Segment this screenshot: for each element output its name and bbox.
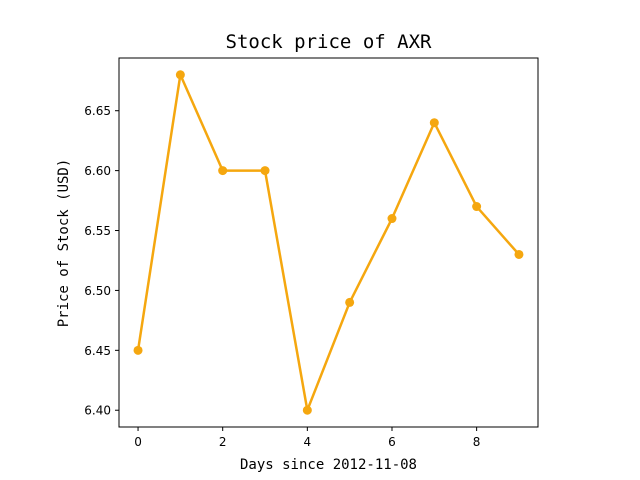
data-point — [133, 345, 143, 355]
data-point — [175, 70, 185, 80]
y-axis: 6.40 6.45 6.50 6.55 6.60 6.65 — [84, 104, 119, 418]
x-axis-label: Days since 2012-11-08 — [240, 457, 417, 473]
x-axis: 0 2 4 6 8 — [134, 427, 480, 449]
data-point — [429, 118, 439, 128]
y-tick-label: 6.60 — [84, 164, 111, 178]
data-point — [387, 214, 397, 224]
y-tick-label: 6.65 — [84, 104, 111, 118]
plot-area-frame — [118, 57, 539, 428]
chart-title: Stock price of AXR — [226, 31, 432, 53]
series-line — [136, 73, 520, 412]
data-point — [302, 405, 312, 415]
x-tick-label: 2 — [219, 435, 227, 449]
data-point — [472, 202, 482, 212]
data-point — [218, 166, 228, 176]
x-tick-label: 4 — [304, 435, 312, 449]
data-point — [514, 249, 524, 259]
data-point — [345, 297, 355, 307]
data-point — [260, 166, 270, 176]
x-tick-label: 0 — [134, 435, 142, 449]
y-tick-label: 6.45 — [84, 344, 111, 358]
x-tick-label: 8 — [473, 435, 481, 449]
y-tick-label: 6.55 — [84, 224, 111, 238]
y-tick-label: 6.40 — [84, 404, 111, 418]
y-tick-label: 6.50 — [84, 284, 111, 298]
y-axis-label: Price of Stock (USD) — [56, 159, 72, 328]
series-layer — [133, 70, 524, 415]
x-tick-label: 6 — [388, 435, 396, 449]
